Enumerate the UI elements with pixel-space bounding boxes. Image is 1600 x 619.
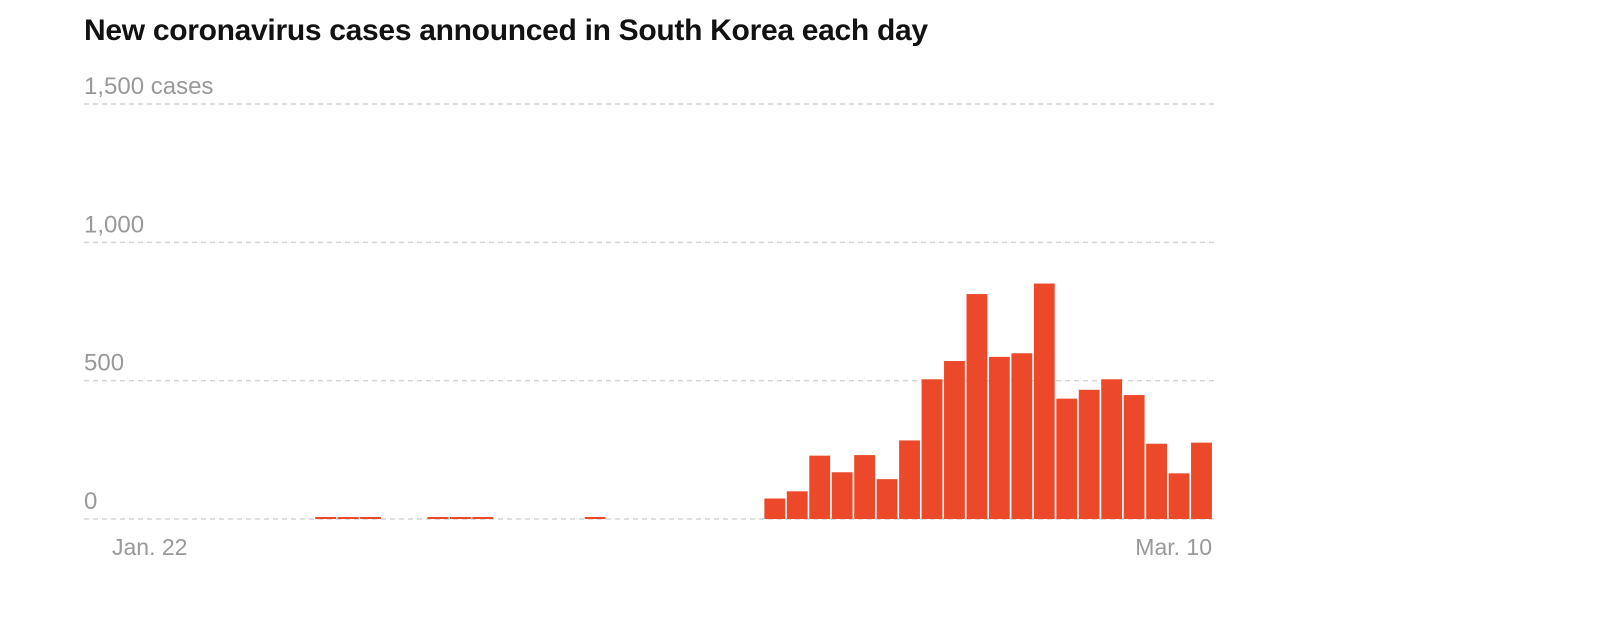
bar (427, 517, 449, 519)
bar (899, 440, 920, 519)
bar (786, 491, 808, 519)
bar (584, 517, 606, 519)
bar (1191, 442, 1212, 519)
bars (315, 283, 1212, 519)
bar (315, 517, 337, 519)
bar (472, 517, 494, 519)
bar (1056, 398, 1078, 519)
bar (809, 455, 831, 519)
x-tick-label-first: Jan. 22 (112, 534, 187, 560)
y-tick-label: 500 (84, 350, 124, 377)
bar (988, 356, 1010, 519)
bar (876, 479, 898, 519)
y-tick-labels: 0 500 1,000 1,500 cases (84, 73, 213, 515)
bar (854, 455, 876, 519)
bar (1123, 395, 1145, 519)
bar (1033, 283, 1055, 519)
bar (449, 517, 471, 519)
bar (1146, 443, 1168, 519)
bar (921, 379, 943, 519)
chart-title: New coronavirus cases announced in South… (84, 14, 928, 47)
bar (764, 498, 786, 519)
bar (1168, 473, 1190, 519)
bar (966, 294, 988, 519)
bar (337, 517, 359, 519)
bar (1101, 379, 1123, 519)
y-tick-label: 1,500 cases (84, 73, 213, 100)
bar (360, 517, 381, 519)
x-tick-label-last: Mar. 10 (1135, 534, 1212, 560)
bar (831, 472, 853, 519)
y-tick-label: 0 (84, 488, 97, 515)
bar (1011, 353, 1033, 519)
y-tick-label: 1,000 (84, 211, 144, 238)
bar (1078, 389, 1100, 519)
bar (944, 361, 965, 519)
